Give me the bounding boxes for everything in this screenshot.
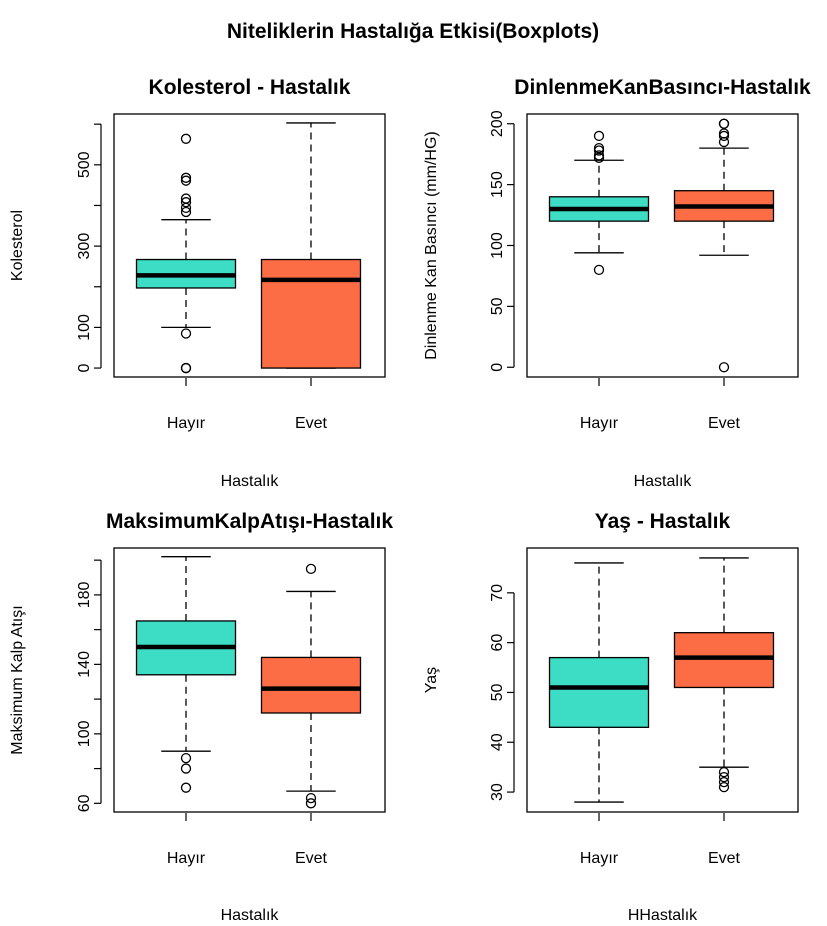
box-rect xyxy=(260,656,362,714)
x-tick-label: Hayır xyxy=(167,415,206,432)
outlier-point xyxy=(180,172,192,183)
y-tick-label: 30 xyxy=(489,783,506,801)
panel-title: Kolesterol - Hastalık xyxy=(149,76,351,99)
y-tick-label: 0 xyxy=(76,364,93,373)
y-tick-label: 200 xyxy=(489,110,506,137)
box-evet xyxy=(673,118,775,373)
x-tick-label: Evet xyxy=(295,850,328,867)
plot-frame xyxy=(113,547,386,813)
outlier-point xyxy=(180,193,192,204)
box-evet xyxy=(260,122,362,369)
y-axis-label: Maksimum Kalp Atışı xyxy=(9,605,26,754)
box-hayir xyxy=(135,556,237,793)
outlier-point xyxy=(593,142,605,154)
box-hayir xyxy=(548,130,650,276)
x-tick-label: Evet xyxy=(708,850,741,867)
outlier-point xyxy=(180,782,192,793)
plot-frame xyxy=(526,547,799,813)
box-evet xyxy=(260,563,362,809)
y-tick-label: 150 xyxy=(489,171,506,198)
x-tick-label: Hayır xyxy=(580,415,619,432)
y-tick-label: 500 xyxy=(76,151,93,178)
chart-panel: Kolesterol - Hastalık Hastalık Kolesterol 0… xyxy=(9,76,386,490)
plot-frame xyxy=(526,113,799,378)
outlier-point xyxy=(718,128,730,139)
x-axis-label: Hastalık xyxy=(221,907,280,924)
outlier-point xyxy=(305,798,317,809)
y-tick-label: 300 xyxy=(76,233,93,260)
outlier-point xyxy=(180,328,192,339)
box-hayir xyxy=(548,562,650,803)
box-evet xyxy=(673,557,775,793)
x-tick-label: Hayır xyxy=(167,850,206,867)
y-tick-label: 50 xyxy=(489,297,506,315)
x-axis-label: Hastalık xyxy=(221,473,280,490)
panel-title: Yaş - Hastalık xyxy=(595,510,731,533)
outlier-point xyxy=(305,792,317,804)
y-tick-label: 60 xyxy=(489,634,506,652)
x-axis-label: Hastalık xyxy=(634,473,693,490)
chart-panel: MaksimumKalpAtışı-Hastalık Hastalık Maksim… xyxy=(9,510,393,924)
x-tick-label: Evet xyxy=(295,415,328,432)
box-rect xyxy=(673,632,775,689)
y-tick-label: 50 xyxy=(489,683,506,701)
y-tick-label: 100 xyxy=(76,720,93,747)
outlier-point xyxy=(180,753,192,764)
outlier-point xyxy=(718,767,730,778)
outlier-point xyxy=(593,150,605,161)
y-tick-label: 40 xyxy=(489,733,506,751)
x-tick-label: Hayır xyxy=(580,850,619,867)
y-tick-label: 100 xyxy=(489,232,506,259)
box-rect xyxy=(548,656,650,728)
y-axis-label: Dinlenme Kan Basıncı (mm/HG) xyxy=(423,131,440,360)
outlier-point xyxy=(180,206,192,218)
chart-panel: Yaş - Hastalık HHastalık Yaş 30 40 50 60 70 Hayı… xyxy=(423,510,799,924)
panel-title: DinlenmeKanBasıncı-Hastalık xyxy=(514,76,811,99)
chart-panel: DinlenmeKanBasıncı-Hastalık Hastalık Dinle… xyxy=(423,76,811,490)
y-tick-label: 70 xyxy=(489,584,506,602)
y-tick-label: 100 xyxy=(76,314,93,341)
outlier-point xyxy=(718,118,730,129)
outlier-point xyxy=(718,776,730,788)
outlier-point xyxy=(305,563,317,574)
y-tick-label: 60 xyxy=(76,794,93,812)
outlier-point xyxy=(180,133,192,144)
y-tick-label: 0 xyxy=(489,363,506,372)
y-axis-label: Yaş xyxy=(423,667,440,693)
panel-title: MaksimumKalpAtışı-Hastalık xyxy=(106,510,393,533)
figure-title: Niteliklerin Hastalığa Etkisi(Boxplots) xyxy=(227,20,599,43)
x-tick-label: Evet xyxy=(708,415,741,432)
outlier-point xyxy=(180,763,192,774)
outlier-point xyxy=(718,362,730,373)
outlier-point xyxy=(718,771,730,783)
outlier-point xyxy=(593,130,605,142)
box-rect xyxy=(260,258,362,369)
y-tick-label: 180 xyxy=(76,581,93,608)
y-tick-label: 140 xyxy=(76,651,93,678)
box-hayir xyxy=(135,133,237,374)
plot-frame xyxy=(113,113,386,378)
outlier-point xyxy=(593,264,605,276)
x-axis-label: HHastalık xyxy=(628,907,698,924)
outlier-point xyxy=(180,197,192,208)
outlier-point xyxy=(718,781,730,793)
y-axis-label: Kolesterol xyxy=(9,210,26,281)
outlier-point xyxy=(180,362,192,374)
outlier-point xyxy=(180,175,192,186)
